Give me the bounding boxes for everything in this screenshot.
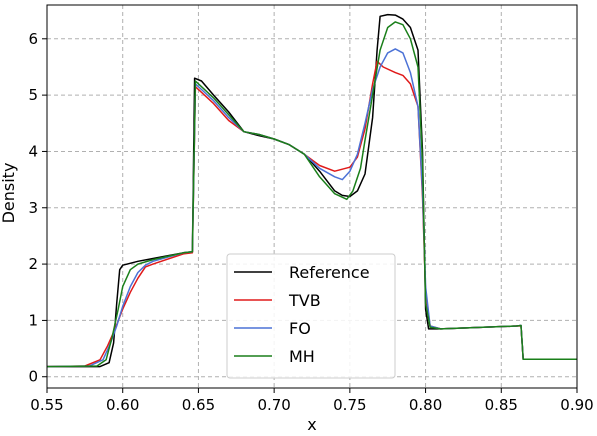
y-tick-label: 5	[28, 86, 38, 104]
x-tick-label: 0.70	[257, 396, 290, 414]
x-tick-label: 0.60	[106, 396, 139, 414]
legend-label: MH	[289, 347, 315, 366]
x-tick-label: 0.90	[560, 396, 593, 414]
x-tick-label: 0.80	[409, 396, 442, 414]
x-tick-label: 0.55	[30, 396, 63, 414]
y-tick-label: 1	[28, 311, 38, 329]
y-tick-label: 6	[28, 30, 38, 48]
y-axis-label: Density	[0, 163, 18, 224]
legend-label: FO	[289, 319, 311, 338]
legend-label: TVB	[288, 291, 321, 310]
x-tick-label: 0.85	[485, 396, 518, 414]
legend-label: Reference	[289, 263, 370, 282]
y-tick-label: 3	[28, 199, 38, 217]
x-tick-label: 0.65	[182, 396, 215, 414]
x-axis-label: x	[307, 415, 316, 434]
legend-box	[226, 253, 396, 379]
plot-area-frame	[46, 4, 578, 389]
y-tick-label: 4	[28, 142, 38, 160]
series-line-mh	[46, 21, 577, 368]
legend: Reference TVB FO MH	[226, 253, 396, 379]
axis-ticks: 0.55 0.60 0.65 0.70 0.75 0.80 0.85 0.90 0 1 2 3 4 5 6	[28, 30, 593, 414]
series-lines	[46, 13, 577, 368]
y-tick-label: 2	[28, 255, 38, 273]
y-tick-label: 0	[28, 368, 38, 386]
x-tick-label: 0.75	[333, 396, 366, 414]
